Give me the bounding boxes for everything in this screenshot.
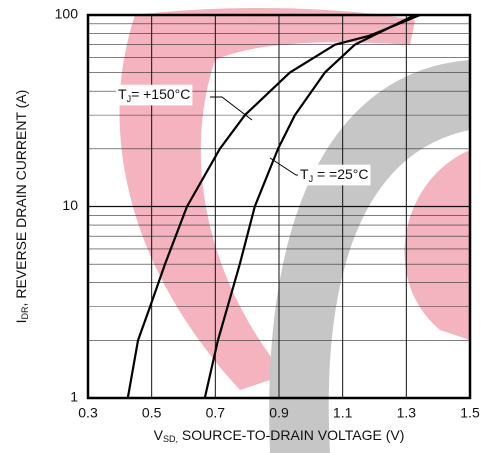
x-tick-label: 1.3 <box>397 405 417 421</box>
y-tick-label: 100 <box>55 6 79 22</box>
y-axis-title-part: I <box>13 319 29 323</box>
x-axis-title-part: V <box>154 427 164 443</box>
x-axis-title-part: SOURCE-TO-DRAIN VOLTAGE (V) <box>178 427 404 443</box>
x-tick-label: 1.5 <box>460 405 480 421</box>
x-tick-label: 0.7 <box>206 405 226 421</box>
y-axis-title-part: DR <box>20 306 30 319</box>
x-axis-title-part: SD, <box>163 434 178 444</box>
x-tick-label: 1.1 <box>333 405 353 421</box>
watermark <box>119 8 470 453</box>
annotation-part: = =25°C <box>313 166 368 182</box>
annotation-part: J <box>309 174 314 184</box>
annotation-bg <box>116 84 193 106</box>
annotation-leader <box>210 96 253 121</box>
x-axis-title: VSD, SOURCE-TO-DRAIN VOLTAGE (V) <box>154 427 405 445</box>
annotation-part: T <box>300 166 309 182</box>
x-tick-label: 0.3 <box>78 405 98 421</box>
y-axis-title-part: , REVERSE DRAIN CURRENT (A) <box>13 90 29 307</box>
annotation-part: = +150°C <box>131 86 190 102</box>
annotation-leader <box>269 157 298 176</box>
curve <box>126 13 421 399</box>
y-tick-label: 10 <box>62 197 78 213</box>
annotation-part: J <box>127 94 132 104</box>
annotation-part: T <box>118 86 127 102</box>
annotation-bg <box>298 164 371 186</box>
curve <box>203 14 416 399</box>
x-tick-label: 0.5 <box>142 405 162 421</box>
annotation: TJ = =25°C <box>300 166 368 185</box>
plot-frame <box>86 13 472 400</box>
y-axis-title: IDR, REVERSE DRAIN CURRENT (A) <box>13 90 31 324</box>
x-tick-label: 0.9 <box>269 405 289 421</box>
y-tick-label: 1 <box>70 389 78 405</box>
annotation: TJ= +150°C <box>118 86 190 105</box>
